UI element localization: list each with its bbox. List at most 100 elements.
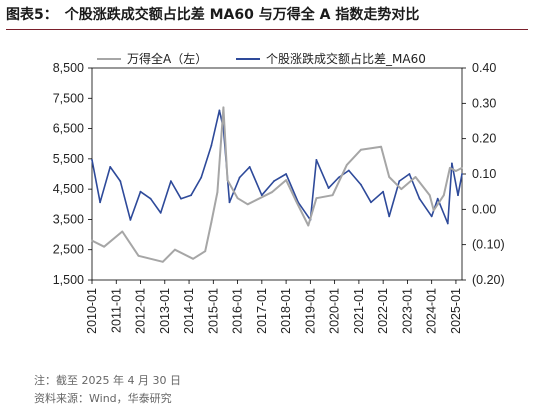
x-tick-label: 2010-01 (85, 288, 99, 334)
data-point-ma60 (180, 197, 182, 200)
data-point-ma60 (228, 201, 231, 204)
data-point-ma60 (337, 176, 340, 179)
data-point-ma60 (91, 159, 93, 161)
data-point-wind-a (461, 167, 463, 169)
y-left-tick-label: 6,500 (53, 122, 84, 136)
x-tick-label: 2021-01 (352, 288, 366, 334)
x-tick-label: 2022-01 (376, 288, 390, 334)
legend-label-wind-a: 万得全A（左） (127, 51, 207, 66)
data-point-wind-a (455, 170, 457, 172)
data-point-ma60 (327, 187, 330, 190)
x-tick-label: 2011-01 (109, 288, 123, 333)
data-point-wind-a (432, 209, 435, 212)
data-point-ma60 (382, 190, 384, 193)
footnote: 注：截至 2025 年 4 月 30 日 (34, 374, 181, 387)
x-tick-label: 2014-01 (182, 288, 196, 334)
data-point-ma60 (190, 194, 193, 197)
data-point-wind-a (285, 179, 287, 182)
data-point-ma60 (370, 201, 372, 204)
y-left-tick-label: 2,500 (53, 243, 84, 257)
data-point-wind-a (380, 145, 382, 148)
data-point-ma60 (388, 215, 391, 218)
chart-title: 图表5： 个股涨跌成交额占比差 MA60 与万得全 A 指数走势对比 (6, 7, 420, 23)
data-point-wind-a (442, 194, 445, 197)
data-point-wind-a (216, 191, 219, 194)
data-point-ma60 (129, 219, 132, 221)
data-point-ma60 (347, 169, 350, 172)
data-point-ma60 (418, 197, 421, 200)
data-point-wind-a (174, 248, 176, 251)
y-right-tick-label: (0.10) (472, 238, 505, 252)
data-point-ma60 (218, 109, 221, 112)
data-point-ma60 (248, 166, 251, 168)
x-tick-label: 2023-01 (400, 288, 414, 334)
chart-title-block: 图表5： 个股涨跌成交额占比差 MA60 与万得全 A 指数走势对比 (6, 4, 528, 30)
y-left-tick-label: 3,500 (53, 212, 84, 226)
y-right-tick-label: 0.30 (472, 96, 496, 110)
data-point-ma60 (430, 215, 433, 218)
data-point-wind-a (400, 188, 403, 191)
data-point-ma60 (408, 173, 411, 175)
data-point-ma60 (451, 162, 453, 165)
chart: 1,500 2,500 3,500 4,500 5,500 6,500 7,500 8,500… (53, 51, 505, 334)
data-point-ma60 (273, 180, 275, 183)
y-left-tick-label: 8,500 (53, 61, 84, 75)
data-point-ma60 (170, 180, 172, 183)
data-point-wind-a (121, 230, 124, 233)
data-point-wind-a (315, 197, 318, 200)
x-tick-label: 2020-01 (328, 288, 342, 334)
title-divider (6, 29, 528, 30)
data-point-ma60 (436, 197, 439, 200)
data-point-wind-a (222, 106, 225, 109)
x-tick-label: 2012-01 (134, 288, 148, 334)
y-right-tick-label: 0.20 (472, 132, 496, 146)
data-point-wind-a (360, 148, 362, 151)
data-point-ma60 (210, 144, 213, 147)
y-right-tick-label: 0.00 (472, 202, 496, 216)
data-point-ma60 (398, 180, 401, 183)
y-left-tick-label: 1,500 (53, 273, 84, 287)
data-point-wind-a (91, 239, 93, 242)
data-point-wind-a (295, 200, 298, 203)
x-tick-label: 2025-01 (449, 288, 463, 334)
data-point-wind-a (428, 194, 431, 197)
series-line-wind-a (91, 106, 463, 263)
data-point-ma60 (109, 166, 112, 168)
y-left-tick-label: 7,500 (53, 91, 84, 105)
legend-label-ma60: 个股涨跌成交额占比差_MA60 (266, 51, 426, 66)
y-right-tick-label: 0.10 (472, 167, 496, 181)
data-point-ma60 (360, 183, 362, 186)
data-point-ma60 (149, 197, 152, 200)
x-tick-label: 2013-01 (158, 288, 172, 334)
y-left-tick-label: 5,500 (53, 152, 84, 166)
x-tick-label: 2019-01 (303, 288, 317, 334)
data-point-wind-a (331, 194, 334, 197)
data-point-wind-a (161, 260, 164, 263)
data-point-ma60 (446, 222, 449, 225)
data-point-ma60 (461, 173, 463, 175)
data-point-wind-a (271, 191, 273, 194)
data-point-wind-a (192, 257, 195, 260)
data-point-wind-a (414, 176, 417, 178)
data-point-ma60 (315, 159, 318, 161)
y-right-tick-label: (0.20) (472, 273, 505, 287)
x-tick-label: 2024-01 (425, 288, 439, 334)
plot-frame (91, 67, 463, 281)
data-point-ma60 (159, 212, 162, 214)
data-point-wind-a (345, 164, 348, 166)
data-point-wind-a (103, 245, 105, 248)
source-note: 资料来源：Wind，华泰研究 (34, 392, 172, 405)
data-point-ma60 (200, 176, 203, 179)
data-point-ma60 (119, 180, 122, 183)
x-tick-label: 2015-01 (206, 288, 220, 334)
y-left-tick-label: 4,500 (53, 182, 84, 196)
data-point-wind-a (388, 176, 391, 178)
data-point-wind-a (307, 224, 310, 227)
data-point-ma60 (139, 190, 142, 193)
data-point-wind-a (204, 250, 207, 253)
data-point-wind-a (449, 167, 451, 169)
data-point-wind-a (236, 197, 239, 200)
series-line-ma60 (91, 109, 463, 225)
data-point-wind-a (210, 221, 213, 224)
data-point-ma60 (285, 173, 287, 175)
